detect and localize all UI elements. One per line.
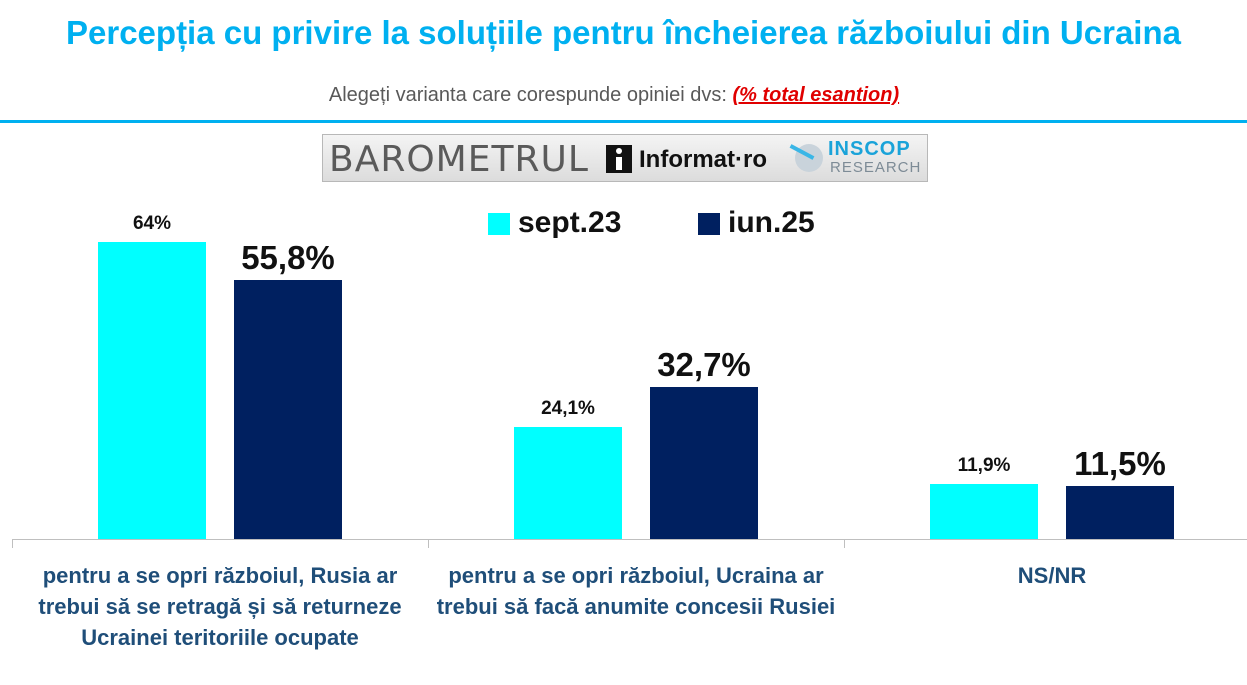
- x-axis-line: [12, 539, 1247, 540]
- data-label-sept23-territories: 64%: [132, 213, 172, 234]
- x-axis-tick: [428, 539, 429, 548]
- x-tick-label-concessions: pentru a se opri războiul, Ucraina ar tr…: [436, 563, 836, 619]
- chart-subtitle: Alegeți varianta care corespunde opiniei…: [0, 84, 1228, 107]
- data-label-sept23-nsnr: 11,9%: [957, 455, 1011, 476]
- subtitle-text: Alegeți varianta care corespunde opiniei…: [328, 84, 733, 106]
- barometrul-logo-text: BAROMETRUL: [329, 139, 589, 180]
- chart-title: Percepția cu privire la soluțiile pentru…: [66, 14, 1181, 51]
- x-axis-tick: [12, 539, 13, 548]
- legend-label-sept23: sept.23: [518, 206, 622, 239]
- inscop-logo-icon: [795, 144, 823, 172]
- bar-iun25-concessions: [650, 387, 758, 539]
- bar-sept23-territories: [98, 242, 206, 539]
- inscop-logo-text: INSCOP: [828, 138, 911, 160]
- bar-sept23-concessions: [514, 427, 622, 539]
- header-divider: [0, 120, 1247, 123]
- legend-swatch-iun25: [698, 213, 720, 235]
- data-label-iun25-concessions: 32,7%: [657, 346, 751, 383]
- bar-sept23-nsnr: [930, 484, 1038, 539]
- data-label-iun25-territories: 55,8%: [241, 239, 335, 276]
- data-label-iun25-nsnr: 11,5%: [1074, 445, 1166, 482]
- legend-label-iun25: iun.25: [728, 206, 815, 239]
- data-label-sept23-concessions: 24,1%: [541, 398, 595, 419]
- bar-iun25-nsnr: [1066, 486, 1174, 539]
- inscop-research-text: RESEARCH: [830, 159, 922, 176]
- legend-swatch-sept23: [488, 213, 510, 235]
- informat-logo-icon: [606, 145, 632, 173]
- x-axis-tick: [844, 539, 845, 548]
- x-tick-label-nsnr: NS/NR: [1017, 563, 1087, 588]
- x-tick-label-territories: pentru a se opri războiul, Rusia ar treb…: [38, 563, 402, 650]
- bar-iun25-territories: [234, 280, 342, 539]
- informat-logo-text: Informat·ro: [639, 146, 767, 173]
- barometrul-logo-banner: BAROMETRUL Informat·ro INSCOP RESEARCH: [322, 134, 928, 182]
- subtitle-note: (% total esantion): [732, 84, 900, 106]
